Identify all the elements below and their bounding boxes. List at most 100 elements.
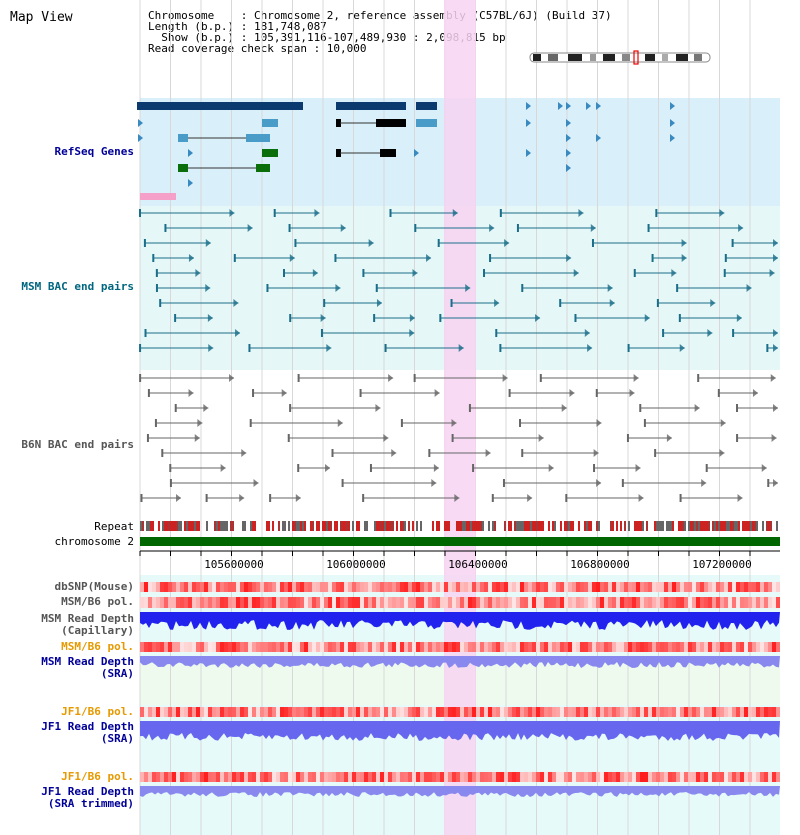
chromosome-label[interactable]: chromosome 2 xyxy=(54,535,134,548)
heat-cell xyxy=(348,582,352,592)
heat-cell xyxy=(612,582,616,592)
jf1-b6-pol-label[interactable]: JF1/B6 pol. xyxy=(61,705,134,718)
heat-cell xyxy=(316,707,320,717)
jf1-depth-trimmed-label[interactable]: JF1 Read Depth (SRA trimmed) xyxy=(41,785,134,810)
heat-cell xyxy=(484,707,488,717)
heat-cell xyxy=(392,582,396,592)
heat-cell xyxy=(292,642,296,652)
heat-cell xyxy=(288,597,292,608)
heat-cell xyxy=(276,707,280,717)
heat-cell xyxy=(616,772,620,782)
repeat-element xyxy=(186,521,188,531)
msm-bac-pair-end xyxy=(574,314,577,322)
heat-cell xyxy=(732,597,736,608)
heat-cell xyxy=(408,772,412,782)
heat-cell xyxy=(508,582,512,592)
b6n-bac-pair-end xyxy=(502,479,505,487)
heat-cell xyxy=(328,597,332,608)
b6n-bac-label[interactable]: B6N BAC end pairs xyxy=(21,438,134,451)
repeat-element xyxy=(400,521,402,531)
repeat-label[interactable]: Repeat xyxy=(94,520,134,533)
refseq-genes-label[interactable]: RefSeq Genes xyxy=(54,145,134,158)
heat-cell xyxy=(724,582,728,592)
heat-cell xyxy=(140,772,144,782)
heat-cell xyxy=(300,772,304,782)
heat-cell xyxy=(636,642,640,652)
heat-cell xyxy=(308,642,312,652)
b6n-bac-track[interactable] xyxy=(139,374,778,502)
heat-cell xyxy=(448,582,452,592)
heat-cell xyxy=(756,707,760,717)
msm-bac-label[interactable]: MSM BAC end pairs xyxy=(21,280,134,293)
heat-cell xyxy=(504,772,508,782)
heat-cell xyxy=(432,772,436,782)
msm-bac-pair-end xyxy=(188,254,194,262)
repeat-element xyxy=(162,521,164,531)
heat-cell xyxy=(516,772,520,782)
b6n-bac-pair-end xyxy=(297,464,300,472)
heat-cell xyxy=(196,772,200,782)
heat-cell xyxy=(364,707,368,717)
heat-cell xyxy=(268,642,272,652)
heat-cell xyxy=(240,642,244,652)
repeat-element xyxy=(536,521,538,531)
heat-cell xyxy=(568,597,572,608)
repeat-element xyxy=(226,521,228,531)
heat-cell xyxy=(340,582,344,592)
heat-cell xyxy=(660,597,664,608)
heat-cell xyxy=(760,707,764,717)
heat-cell xyxy=(276,772,280,782)
msm-bac-pair-end xyxy=(323,299,326,307)
dbsnp-label[interactable]: dbSNP(Mouse) xyxy=(54,580,134,593)
gene-arrow xyxy=(526,119,531,127)
heat-cell xyxy=(208,642,212,652)
heat-cell xyxy=(472,642,476,652)
read-depth-tracks[interactable] xyxy=(140,612,780,797)
msm-depth-capillary-label[interactable]: MSM Read Depth (Capillary) xyxy=(41,612,134,637)
heat-cell xyxy=(536,597,540,608)
b6n-bac-pair-end xyxy=(527,494,533,502)
msm-bac-pair-end xyxy=(248,344,251,352)
heat-cell xyxy=(284,707,288,717)
heat-cell xyxy=(448,642,452,652)
msm-b6-pol-sra-label[interactable]: MSM/B6 pol. xyxy=(61,640,134,653)
heat-cell xyxy=(760,772,764,782)
gene-arrow xyxy=(566,102,571,110)
chromosome-ideogram[interactable] xyxy=(529,50,711,65)
heat-cell xyxy=(628,597,632,608)
repeat-element xyxy=(230,521,232,531)
heat-cell xyxy=(720,582,724,592)
heat-cell xyxy=(200,597,204,608)
jf1-b6-pol-trim-label[interactable]: JF1/B6 pol. xyxy=(61,770,134,783)
repeat-element xyxy=(366,521,368,531)
msm-bac-pair-end xyxy=(164,224,167,232)
refseq-genes-track[interactable] xyxy=(137,102,675,200)
msm-depth-sra-label[interactable]: MSM Read Depth (SRA) xyxy=(41,655,134,680)
heat-cell xyxy=(544,597,548,608)
heat-cell xyxy=(480,642,484,652)
polymorphism-heat-tracks[interactable] xyxy=(140,582,780,782)
repeat-track[interactable] xyxy=(140,521,778,531)
msm-b6-pol-label[interactable]: MSM/B6 pol. xyxy=(61,595,134,608)
msm-bac-track[interactable] xyxy=(139,209,778,352)
jf1-depth-sra-label[interactable]: JF1 Read Depth (SRA) xyxy=(41,720,134,745)
heat-cell xyxy=(276,642,280,652)
heat-cell xyxy=(756,772,760,782)
repeat-element xyxy=(252,521,254,531)
heat-cell xyxy=(400,707,404,717)
heat-cell xyxy=(260,597,264,608)
heat-cell xyxy=(480,597,484,608)
heat-cell xyxy=(344,597,348,608)
heat-cell xyxy=(532,707,536,717)
repeat-element xyxy=(458,521,460,531)
heat-cell xyxy=(696,642,700,652)
heat-cell xyxy=(292,582,296,592)
heat-cell xyxy=(488,772,492,782)
heat-cell xyxy=(644,707,648,717)
heat-cell xyxy=(284,597,288,608)
repeat-element xyxy=(172,521,174,531)
heat-cell xyxy=(468,597,472,608)
heat-cell xyxy=(652,642,656,652)
heat-cell xyxy=(296,582,300,592)
